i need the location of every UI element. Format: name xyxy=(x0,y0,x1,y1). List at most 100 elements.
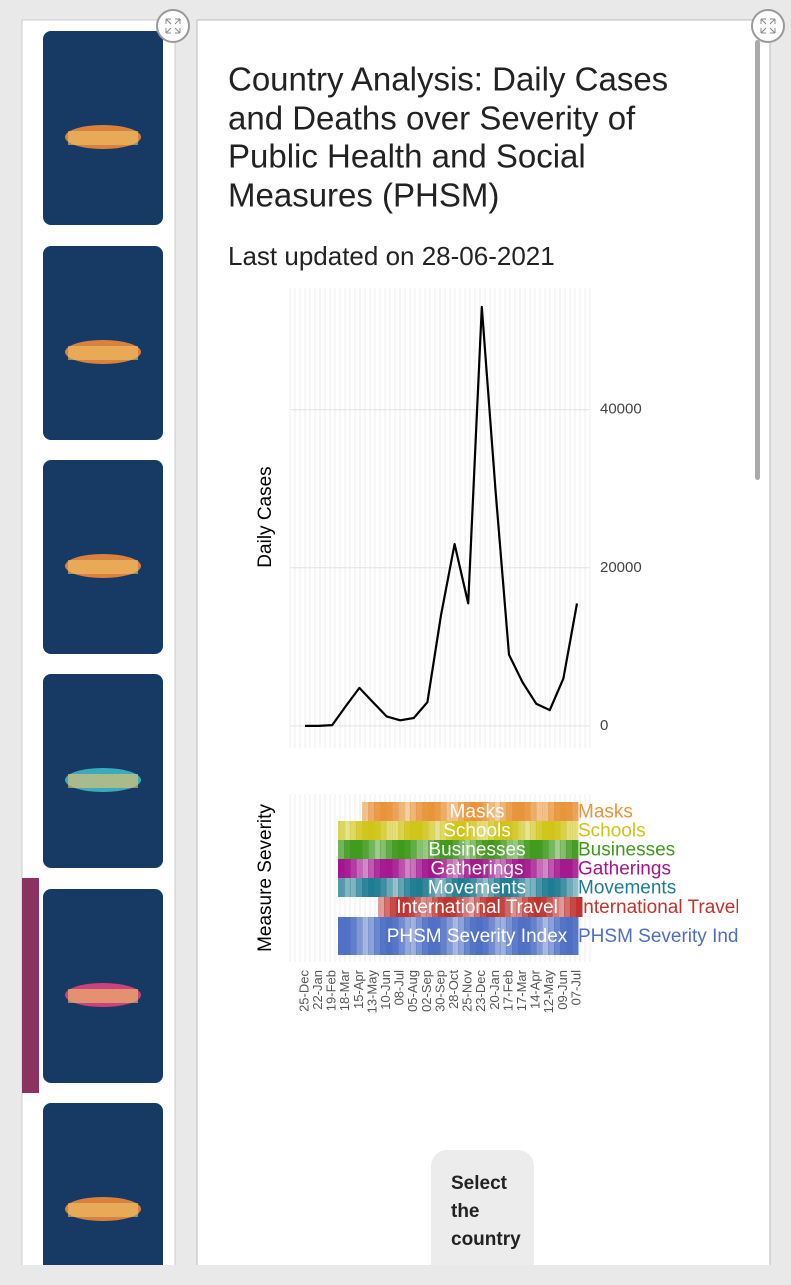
severity-cell xyxy=(536,802,543,821)
severity-cell xyxy=(560,859,567,878)
severity-cell xyxy=(516,897,523,917)
x-tick-label: 13-May xyxy=(364,970,379,1014)
severity-cell xyxy=(468,897,475,917)
severity-cell xyxy=(344,840,351,859)
severity-cell xyxy=(416,859,423,878)
severity-cell xyxy=(426,897,433,917)
severity-cell xyxy=(374,802,381,821)
severity-cell xyxy=(416,821,423,840)
stadium-icon xyxy=(68,989,138,1003)
severity-cell xyxy=(446,859,453,878)
severity-cell xyxy=(528,897,535,917)
severity-cell xyxy=(398,840,405,859)
x-tick-label: 28-Oct xyxy=(446,970,461,1009)
severity-cell xyxy=(488,859,495,878)
severity-cell xyxy=(380,878,387,897)
severity-cell xyxy=(476,802,483,821)
y-axis-label: Measure Severity xyxy=(255,804,276,952)
stadium-card[interactable] xyxy=(43,246,163,440)
severity-cell xyxy=(464,878,471,897)
severity-cell xyxy=(404,859,411,878)
severity-cell xyxy=(422,802,429,821)
severity-cell xyxy=(572,840,579,859)
card-bg xyxy=(43,1103,163,1285)
x-tick-label: 25-Dec xyxy=(296,970,311,1012)
severity-cell xyxy=(356,878,363,897)
stadium-card[interactable] xyxy=(43,31,163,225)
bottom-bar xyxy=(0,1265,791,1280)
severity-cell xyxy=(548,802,555,821)
y-tick-label: 40000 xyxy=(600,401,642,418)
legend-label: PHSM Severity Index xyxy=(578,926,759,947)
severity-cell xyxy=(374,917,381,955)
x-tick-label: 07-Jul xyxy=(568,970,583,1006)
severity-cell xyxy=(440,802,447,821)
severity-cell xyxy=(428,821,435,840)
severity-cell xyxy=(350,821,357,840)
severity-cell xyxy=(470,821,477,840)
severity-cell xyxy=(380,917,387,955)
severity-cell xyxy=(386,802,393,821)
severity-cell xyxy=(470,840,477,859)
severity-cell xyxy=(428,917,435,955)
severity-cell xyxy=(392,878,399,897)
x-tick-label: 05-Aug xyxy=(405,970,420,1012)
severity-cell xyxy=(522,897,529,917)
stadium-card[interactable] xyxy=(43,460,163,654)
x-tick-label: 15-Apr xyxy=(351,969,366,1009)
severity-cell xyxy=(392,917,399,955)
severity-cell xyxy=(554,878,561,897)
severity-cell xyxy=(548,917,555,955)
stadium-card[interactable] xyxy=(43,1103,163,1285)
severity-cell xyxy=(422,821,429,840)
severity-cell xyxy=(482,840,489,859)
expand-button[interactable] xyxy=(156,9,190,43)
severity-cell xyxy=(458,917,465,955)
severity-cell xyxy=(560,878,567,897)
severity-cell xyxy=(368,859,375,878)
severity-cell xyxy=(464,859,471,878)
legend-label: Gatherings xyxy=(578,859,671,880)
x-tick-label: 02-Sep xyxy=(419,970,434,1012)
severity-cell xyxy=(446,840,453,859)
severity-cell xyxy=(566,859,573,878)
severity-cell xyxy=(464,840,471,859)
x-tick-label: 10-Jun xyxy=(378,970,393,1010)
severity-cell xyxy=(396,897,403,917)
severity-cell xyxy=(386,840,393,859)
severity-cell xyxy=(410,859,417,878)
severity-cell xyxy=(482,859,489,878)
severity-cell xyxy=(560,840,567,859)
severity-cell xyxy=(518,917,525,955)
stadium-card[interactable] xyxy=(43,674,163,868)
severity-cell xyxy=(402,897,409,917)
severity-cell xyxy=(476,878,483,897)
severity-cell xyxy=(560,917,567,955)
select-button[interactable]: Select the country xyxy=(431,1150,534,1280)
severity-cell xyxy=(524,878,531,897)
severity-cell xyxy=(392,859,399,878)
severity-cell xyxy=(416,840,423,859)
severity-cell xyxy=(494,802,501,821)
title-line: Measures (PHSM) xyxy=(228,177,499,214)
title-line: and Deaths over Severity of xyxy=(228,100,636,137)
expand-button[interactable] xyxy=(751,9,785,43)
severity-cell xyxy=(498,897,505,917)
severity-cell xyxy=(390,897,397,917)
severity-cell xyxy=(410,840,417,859)
severity-cell xyxy=(494,840,501,859)
severity-cell xyxy=(470,878,477,897)
x-tick-label: 25-Nov xyxy=(460,970,475,1012)
severity-row: Businesses Businesses xyxy=(338,840,675,861)
severity-cell xyxy=(476,821,483,840)
stadium-card[interactable] xyxy=(43,889,163,1083)
severity-cell xyxy=(566,802,573,821)
severity-cell xyxy=(428,802,435,821)
severity-cell xyxy=(566,878,573,897)
severity-cell xyxy=(422,917,429,955)
legend-label: Masks xyxy=(578,802,633,823)
severity-cell xyxy=(494,821,501,840)
severity-cell xyxy=(458,859,465,878)
severity-cell xyxy=(344,859,351,878)
title: Country Analysis: Daily Cases and Deaths… xyxy=(228,61,668,214)
